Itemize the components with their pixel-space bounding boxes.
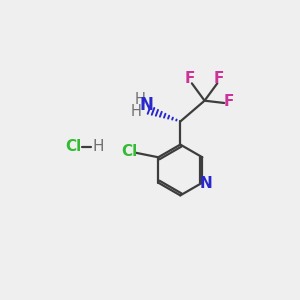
Text: F: F: [224, 94, 235, 109]
Text: F: F: [214, 71, 224, 86]
Text: Cl: Cl: [65, 140, 81, 154]
Text: H: H: [131, 103, 142, 118]
Text: N: N: [200, 176, 213, 191]
Text: N: N: [140, 96, 154, 114]
Text: Cl: Cl: [121, 144, 138, 159]
Text: H: H: [92, 140, 103, 154]
Text: H: H: [134, 92, 145, 107]
Text: F: F: [185, 71, 195, 86]
